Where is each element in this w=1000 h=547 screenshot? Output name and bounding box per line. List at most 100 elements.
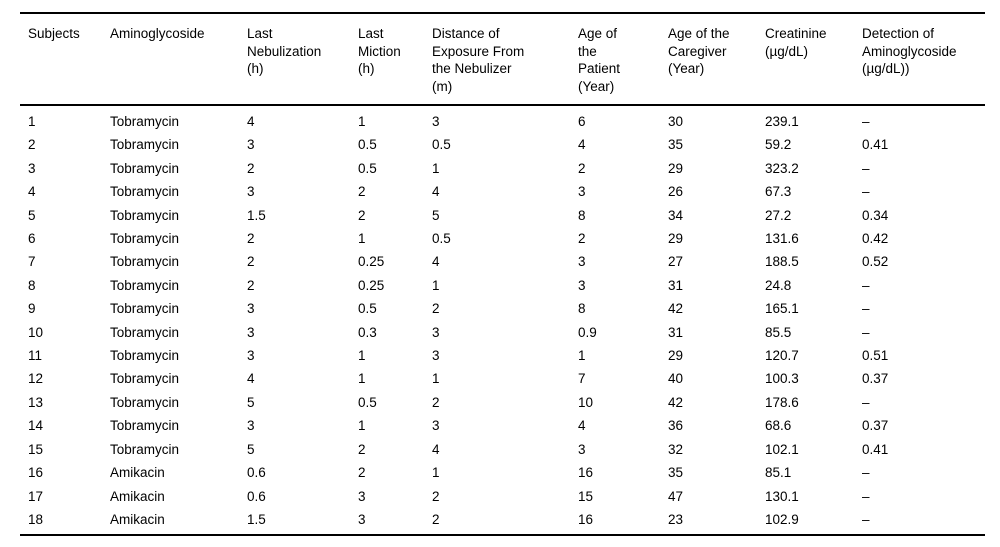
cell: 0.37	[862, 371, 889, 387]
cell: 68.6	[765, 418, 792, 434]
column-header: Last Nebulization (h)	[247, 13, 358, 106]
cell: –	[862, 160, 870, 176]
cell: 0.5	[432, 231, 451, 247]
cell: Tobramycin	[110, 137, 180, 153]
cell: 67.3	[765, 184, 792, 200]
cell: 0.9	[578, 324, 597, 340]
cell: 4	[432, 254, 440, 270]
cell: Tobramycin	[110, 324, 180, 340]
cell: 188.5	[765, 254, 799, 270]
cell: 31	[668, 277, 684, 293]
cell: Tobramycin	[110, 207, 180, 223]
cell: 2	[28, 137, 36, 153]
cell: 0.37	[862, 418, 889, 434]
cell: 2	[358, 184, 366, 200]
cell: 3	[247, 137, 255, 153]
cell: 23	[668, 511, 684, 527]
cell: 1.5	[247, 207, 266, 223]
cell: 2	[358, 465, 366, 481]
table-row: 12 Tobramycin 4 1 1 7 40 100.3 0.37	[20, 367, 985, 390]
cell: 2	[358, 441, 366, 457]
cell: 9	[28, 301, 36, 317]
cell: 1	[432, 465, 440, 481]
cell: 47	[668, 488, 684, 504]
cell: 1	[358, 114, 366, 129]
cell: 2	[432, 511, 440, 527]
cell: 12	[28, 371, 44, 387]
cell: Amikacin	[110, 511, 165, 527]
cell: 3	[358, 511, 366, 527]
table-row: 6 Tobramycin 2 1 0.5 2 29 131.6 0.42	[20, 227, 985, 250]
table-row: 3 Tobramycin 2 0.5 1 2 29 323.2 –	[20, 157, 985, 180]
table-row: 10 Tobramycin 3 0.3 3 0.9 31 85.5 –	[20, 321, 985, 344]
cell: 2	[432, 394, 440, 410]
cell: 2	[578, 160, 586, 176]
cell: 18	[28, 511, 44, 527]
cell: 0.25	[358, 254, 385, 270]
cell: 3	[578, 277, 586, 293]
cell: 120.7	[765, 348, 799, 364]
cell: 2	[358, 207, 366, 223]
cell: –	[862, 277, 870, 293]
cell: 323.2	[765, 160, 799, 176]
cell: 29	[668, 231, 684, 247]
cell: 4	[432, 184, 440, 200]
cell: 5	[247, 394, 255, 410]
cell: 0.52	[862, 254, 889, 270]
cell: 2	[247, 277, 255, 293]
cell: 0.42	[862, 231, 889, 247]
cell: 29	[668, 348, 684, 364]
cell: 3	[358, 488, 366, 504]
cell: 29	[668, 160, 684, 176]
cell: Tobramycin	[110, 231, 180, 247]
cell: –	[862, 465, 870, 481]
column-header: Subjects	[20, 13, 110, 106]
cell: Amikacin	[110, 465, 165, 481]
table-row: 9 Tobramycin 3 0.5 2 8 42 165.1 –	[20, 297, 985, 320]
cell: 3	[432, 418, 440, 434]
column-header: Last Miction (h)	[358, 13, 432, 106]
header-row: Subjects Aminoglycoside Last Nebulization …	[20, 13, 985, 106]
cell: –	[862, 394, 870, 410]
cell: –	[862, 301, 870, 317]
cell: Tobramycin	[110, 160, 180, 176]
cell: Tobramycin	[110, 114, 180, 129]
cell: 1	[358, 371, 366, 387]
cell: 85.5	[765, 324, 792, 340]
cell: 35	[668, 137, 684, 153]
cell: Tobramycin	[110, 394, 180, 410]
cell: 26	[668, 184, 684, 200]
cell: 178.6	[765, 394, 799, 410]
cell: 100.3	[765, 371, 799, 387]
table-body: 1 Tobramycin 4 1 3 6 30 239.1–2 Tobramycin 3 0.5 0.…	[20, 105, 985, 535]
cell: 3	[432, 324, 440, 340]
cell: 2	[578, 231, 586, 247]
cell: Tobramycin	[110, 301, 180, 317]
cell: 3	[247, 301, 255, 317]
cell: 4	[247, 114, 255, 129]
cell: 3	[432, 348, 440, 364]
cell: –	[862, 488, 870, 504]
cell: 3	[578, 254, 586, 270]
cell: 1	[432, 371, 440, 387]
cell: 131.6	[765, 231, 799, 247]
cell: 3	[247, 418, 255, 434]
cell: 30	[668, 114, 684, 129]
cell: 16	[28, 465, 44, 481]
cell: 0.34	[862, 207, 889, 223]
cell: 3	[578, 184, 586, 200]
cell: Tobramycin	[110, 371, 180, 387]
cell: 0.5	[432, 137, 451, 153]
cell: 0.5	[358, 394, 377, 410]
cell: 4	[432, 441, 440, 457]
cell: 6	[28, 231, 36, 247]
cell: 31	[668, 324, 684, 340]
cell: 16	[578, 511, 594, 527]
cell: –	[862, 114, 870, 129]
cell: 5	[28, 207, 36, 223]
cell: 11	[28, 348, 43, 364]
cell: Tobramycin	[110, 441, 180, 457]
cell: 102.1	[765, 441, 799, 457]
cell: 34	[668, 207, 684, 223]
cell: 3	[247, 184, 255, 200]
